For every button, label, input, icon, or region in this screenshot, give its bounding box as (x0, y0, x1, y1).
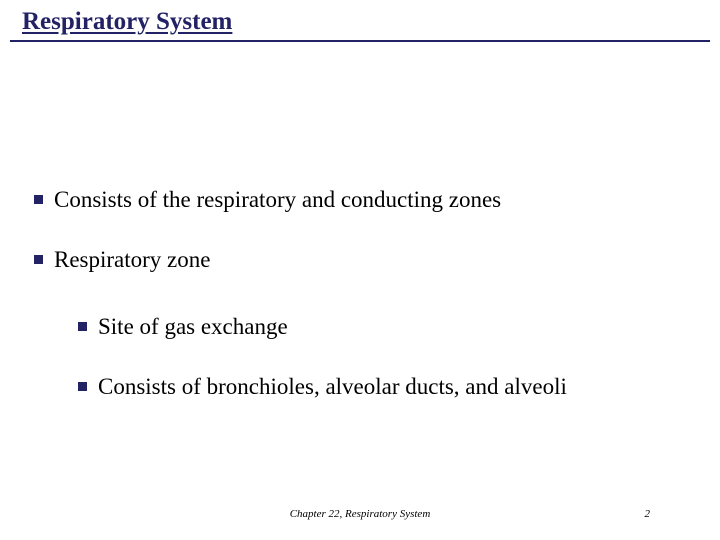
bullet-text: Consists of bronchioles, alveolar ducts,… (98, 374, 567, 400)
list-item: Consists of the respiratory and conducti… (0, 187, 720, 213)
list-item: Respiratory zone (0, 247, 720, 273)
square-bullet-icon (34, 255, 43, 264)
square-bullet-icon (34, 195, 43, 204)
slide-body: Consists of the respiratory and conducti… (0, 42, 720, 401)
page-number: 2 (645, 508, 651, 520)
square-bullet-icon (78, 322, 87, 331)
list-item: Site of gas exchange (0, 314, 720, 340)
list-item: Consists of bronchioles, alveolar ducts,… (0, 374, 720, 400)
bullet-text: Respiratory zone (54, 247, 210, 273)
bullet-text: Site of gas exchange (98, 314, 288, 340)
bullet-text: Consists of the respiratory and conducti… (54, 187, 501, 213)
slide-header: Respiratory System (0, 0, 720, 36)
square-bullet-icon (78, 382, 87, 391)
slide-title: Respiratory System (22, 8, 232, 35)
footer-caption: Chapter 22, Respiratory System (0, 508, 720, 520)
